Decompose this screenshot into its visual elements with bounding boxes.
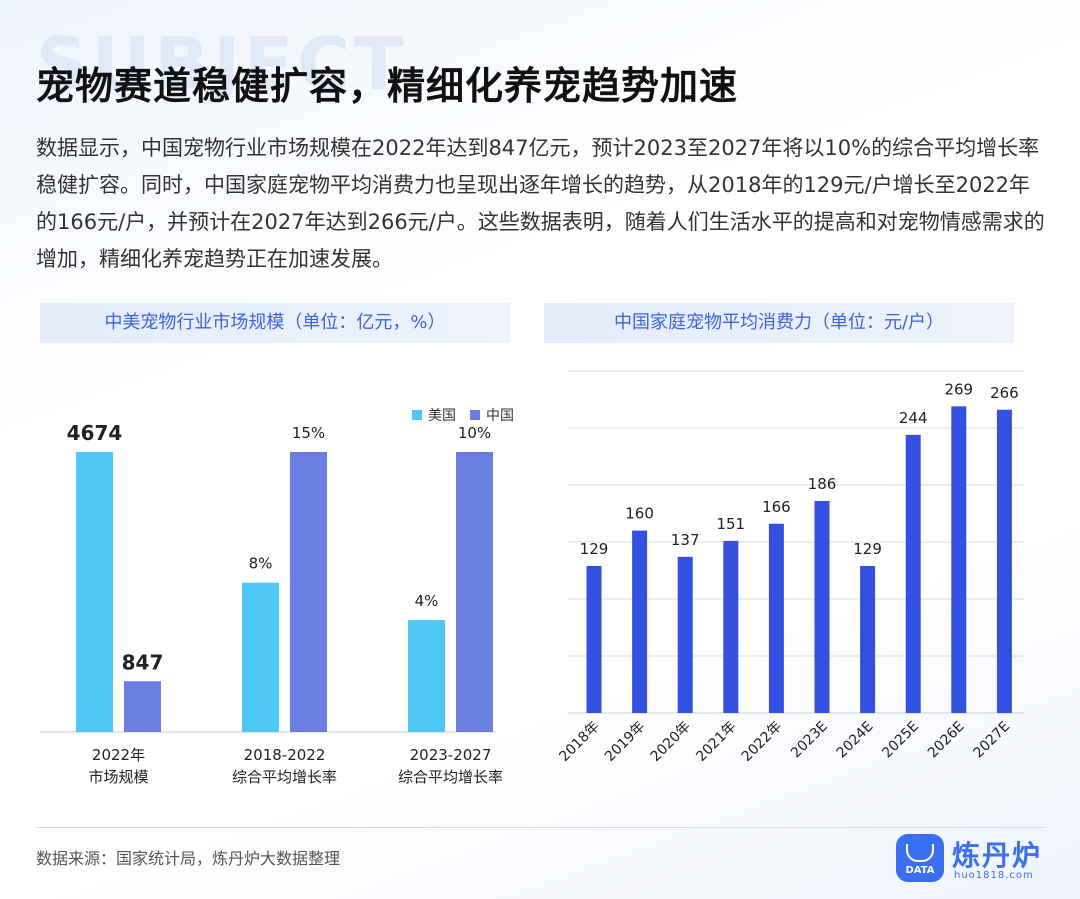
category-label: 2018年	[556, 719, 602, 765]
bar-2023E	[814, 500, 830, 713]
category-label: 2019年	[602, 719, 648, 765]
category-label: 2022年	[739, 719, 785, 765]
data-label: 129	[853, 540, 882, 558]
category-label: 2018-2022	[244, 746, 326, 764]
data-label: 160	[625, 505, 654, 523]
category-label: 2022年	[92, 746, 145, 764]
category-label: 2023-2027	[410, 746, 492, 764]
page-title: 宠物赛道稳健扩容，精细化养宠趋势加速	[36, 64, 739, 108]
bar-2022年	[768, 523, 784, 713]
legend-label: 美国	[428, 408, 456, 424]
data-source: 数据来源：国家统计局，炼丹炉大数据整理	[36, 849, 341, 868]
category-label: 2020年	[648, 719, 694, 765]
logo-badge-icon: DATA	[896, 834, 944, 882]
logo-name: 炼丹炉	[952, 839, 1043, 872]
data-label: 4%	[415, 592, 439, 610]
category-label: 2024E	[834, 719, 877, 762]
bar-2018年	[586, 565, 602, 713]
data-label: 269	[944, 380, 973, 398]
data-label: 8%	[249, 555, 273, 573]
legend-swatch-美国	[412, 410, 422, 420]
category-label: 综合平均增长率	[232, 768, 337, 786]
bar-美国-1	[242, 582, 279, 732]
bar-2026E	[951, 406, 967, 713]
bar-中国-2	[456, 452, 493, 732]
data-label: 847	[122, 650, 164, 674]
background-watermark-word: SUBJECT	[36, 22, 408, 106]
data-label: 137	[671, 531, 700, 549]
data-label: 10%	[458, 424, 491, 442]
data-label: 186	[808, 475, 837, 493]
bar-2019年	[632, 530, 648, 713]
data-label: 15%	[292, 424, 325, 442]
data-label: 166	[762, 498, 791, 516]
bar-中国-0	[124, 681, 161, 732]
category-label: 2021年	[693, 719, 739, 765]
legend-label: 中国	[486, 408, 514, 424]
bar-美国-2	[408, 620, 445, 732]
logo-url: huo1818.com	[954, 870, 1034, 881]
category-label: 市场规模	[88, 768, 148, 786]
right-chart-title: 中国家庭宠物平均消费力（单位：元/户）	[544, 303, 1014, 343]
bar-中国-1	[290, 452, 327, 732]
bar-2024E	[860, 565, 876, 713]
consumption-chart: 129 2018年 160 2019年 137 2020年 151 2021年 166 2022年…	[556, 370, 1024, 765]
bar-2020年	[677, 556, 693, 713]
category-label: 2023E	[788, 719, 831, 762]
intro-paragraph: 数据显示，中国宠物行业市场规模在2022年达到847亿元，预计2023至2027…	[36, 136, 1045, 271]
left-chart-title: 中美宠物行业市场规模（单位：亿元，%）	[40, 303, 510, 343]
bar-2027E	[996, 409, 1012, 713]
data-label: 244	[899, 409, 928, 427]
bar-2021年	[723, 540, 739, 713]
data-label: 266	[990, 384, 1019, 402]
category-label: 综合平均增长率	[398, 768, 503, 786]
legend-swatch-中国	[470, 410, 480, 420]
bar-美国-0	[76, 452, 113, 732]
category-label: 2027E	[970, 719, 1013, 762]
data-label: 4674	[67, 421, 123, 445]
data-label: 129	[580, 540, 609, 558]
data-label: 151	[716, 515, 745, 533]
category-label: 2025E	[879, 719, 922, 762]
footer-divider	[36, 827, 1044, 828]
category-label: 2026E	[925, 719, 968, 762]
bar-2025E	[905, 434, 921, 713]
brand-logo: DATA 炼丹炉 huo1818.com	[896, 834, 1056, 886]
